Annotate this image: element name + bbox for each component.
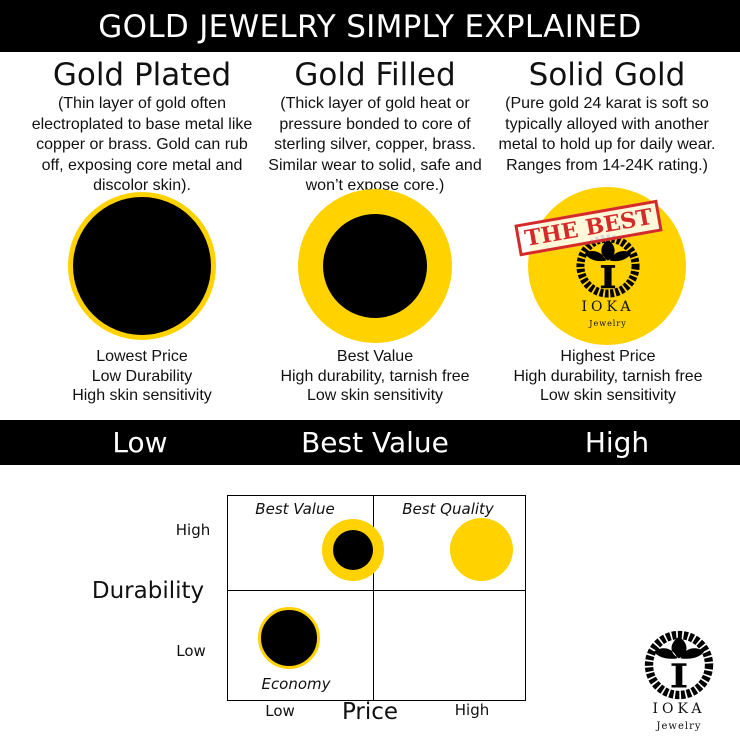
matrix-solid-gold-circle (450, 518, 513, 581)
logo-sub: Jewelry (589, 319, 627, 328)
quadrant-best-value: Best Value (255, 500, 335, 518)
caption-line: Low Durability (91, 367, 193, 385)
matrix-box (227, 495, 526, 701)
bottom-logo-sub: Jewelry (656, 721, 702, 732)
caption-line: High skin sensitivity (72, 387, 212, 404)
band-best-value: Best Value (301, 426, 449, 459)
column-gold-filled: Gold Filled (Thick layer of gold heat or… (257, 56, 493, 197)
matrix-gold-filled-core (333, 530, 373, 570)
y-tick-low: Low (176, 642, 206, 660)
caption-line: Low skin sensitivity (539, 387, 677, 404)
ioka-logo-bottom-icon (644, 630, 714, 700)
gold-filled-circle (298, 189, 452, 343)
band-high: High (584, 426, 650, 459)
page-title: GOLD JEWELRY SIMPLY EXPLAINED (0, 0, 740, 52)
caption-line: Low skin sensitivity (306, 387, 444, 404)
column-description: (Thick layer of gold heat or pressure bo… (268, 95, 482, 194)
quadrant-economy: Economy (261, 675, 331, 693)
y-axis-label: Durability (91, 578, 205, 604)
caption-line: High durability, tarnish free (280, 367, 470, 385)
x-tick-high: High (454, 701, 490, 719)
caption-line: Lowest Price (96, 348, 188, 365)
quadrant-best-quality: Best Quality (402, 500, 494, 518)
y-tick-high: High (175, 521, 211, 539)
caption-line: Highest Price (560, 348, 656, 365)
column-heading: Gold Plated (52, 57, 232, 93)
column-gold-plated: Gold Plated (Thin layer of gold often el… (24, 56, 260, 197)
column-heading: Gold Filled (294, 57, 456, 93)
caption-line: High durability, tarnish free (513, 367, 703, 385)
price-band: Low Best Value High (0, 420, 740, 465)
matrix-vertical-divider (373, 495, 374, 701)
column-heading: Solid Gold (528, 57, 686, 93)
matrix-gold-plated-circle (258, 607, 320, 669)
matrix-gold-filled-circle (322, 519, 384, 581)
caption-gold-plated: Lowest Price Low Durability High skin se… (26, 347, 258, 406)
column-solid-gold: Solid Gold (Pure gold 24 karat is soft s… (489, 56, 725, 176)
x-axis-label: Price (341, 699, 399, 725)
x-tick-low: Low (265, 702, 295, 720)
gold-filled-core (323, 214, 427, 318)
band-low: Low (112, 426, 168, 459)
column-description: (Thin layer of gold often electroplated … (31, 95, 253, 194)
bottom-logo-name: IOKA (652, 701, 706, 717)
gold-plated-circle (68, 192, 216, 340)
matrix-horizontal-divider (227, 590, 526, 591)
caption-solid-gold: Highest Price High durability, tarnish f… (492, 347, 724, 406)
caption-gold-filled: Best Value High durability, tarnish free… (259, 347, 491, 406)
caption-line: Best Value (336, 348, 414, 365)
column-description: (Pure gold 24 karat is soft so typically… (498, 95, 716, 174)
logo-name: IOKA (581, 299, 635, 315)
